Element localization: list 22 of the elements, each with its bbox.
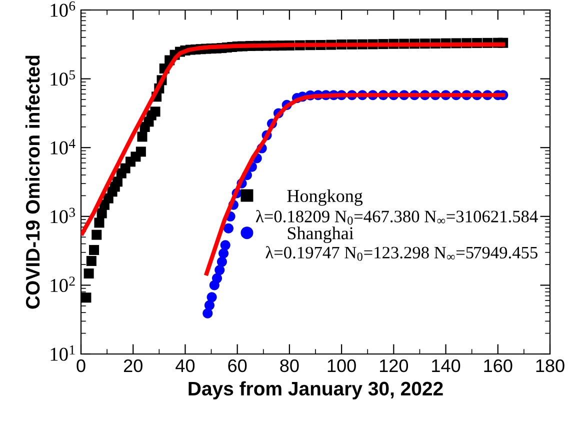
x-tick-label: 0 — [76, 359, 86, 372]
y-tick-label: 10$^{5}$ — [50, 70, 75, 86]
x-tick-label: 180 — [536, 359, 564, 372]
y-tick-label: 10$^{4}$ — [50, 138, 76, 154]
annotation: λ=0.18209 N$_{0}$=467.380 N$_{∞}$=310621.584 — [256, 210, 538, 225]
x-tick-label: 120 — [380, 359, 408, 372]
x-tick-label: 160 — [484, 359, 512, 372]
x-tick-label: 100 — [328, 359, 356, 372]
legend-label: Shanghai — [288, 226, 354, 244]
x-tick-label: 40 — [176, 359, 195, 372]
y-tick-label: 10$^{6}$ — [50, 1, 76, 17]
y-tick-label: 10$^{2}$ — [50, 276, 75, 292]
x-tick-label: 80 — [280, 359, 299, 372]
x-tick-label: 60 — [228, 359, 247, 372]
y-tick-label: 10$^{1}$ — [50, 345, 75, 361]
x-tick-label: 20 — [124, 359, 142, 372]
x-axis-title: Days from January 30, 2022 — [188, 381, 443, 400]
y-tick-label: 10$^{3}$ — [50, 208, 75, 224]
y-axis-title: COVID-19 Omicron infected — [25, 56, 40, 309]
legend-label: Hongkong — [287, 189, 363, 206]
annotation: λ=0.19747 N$_{0}$=123.298 N$_{∞}$=57949.455 — [266, 246, 538, 261]
x-tick-label: 140 — [432, 359, 460, 372]
